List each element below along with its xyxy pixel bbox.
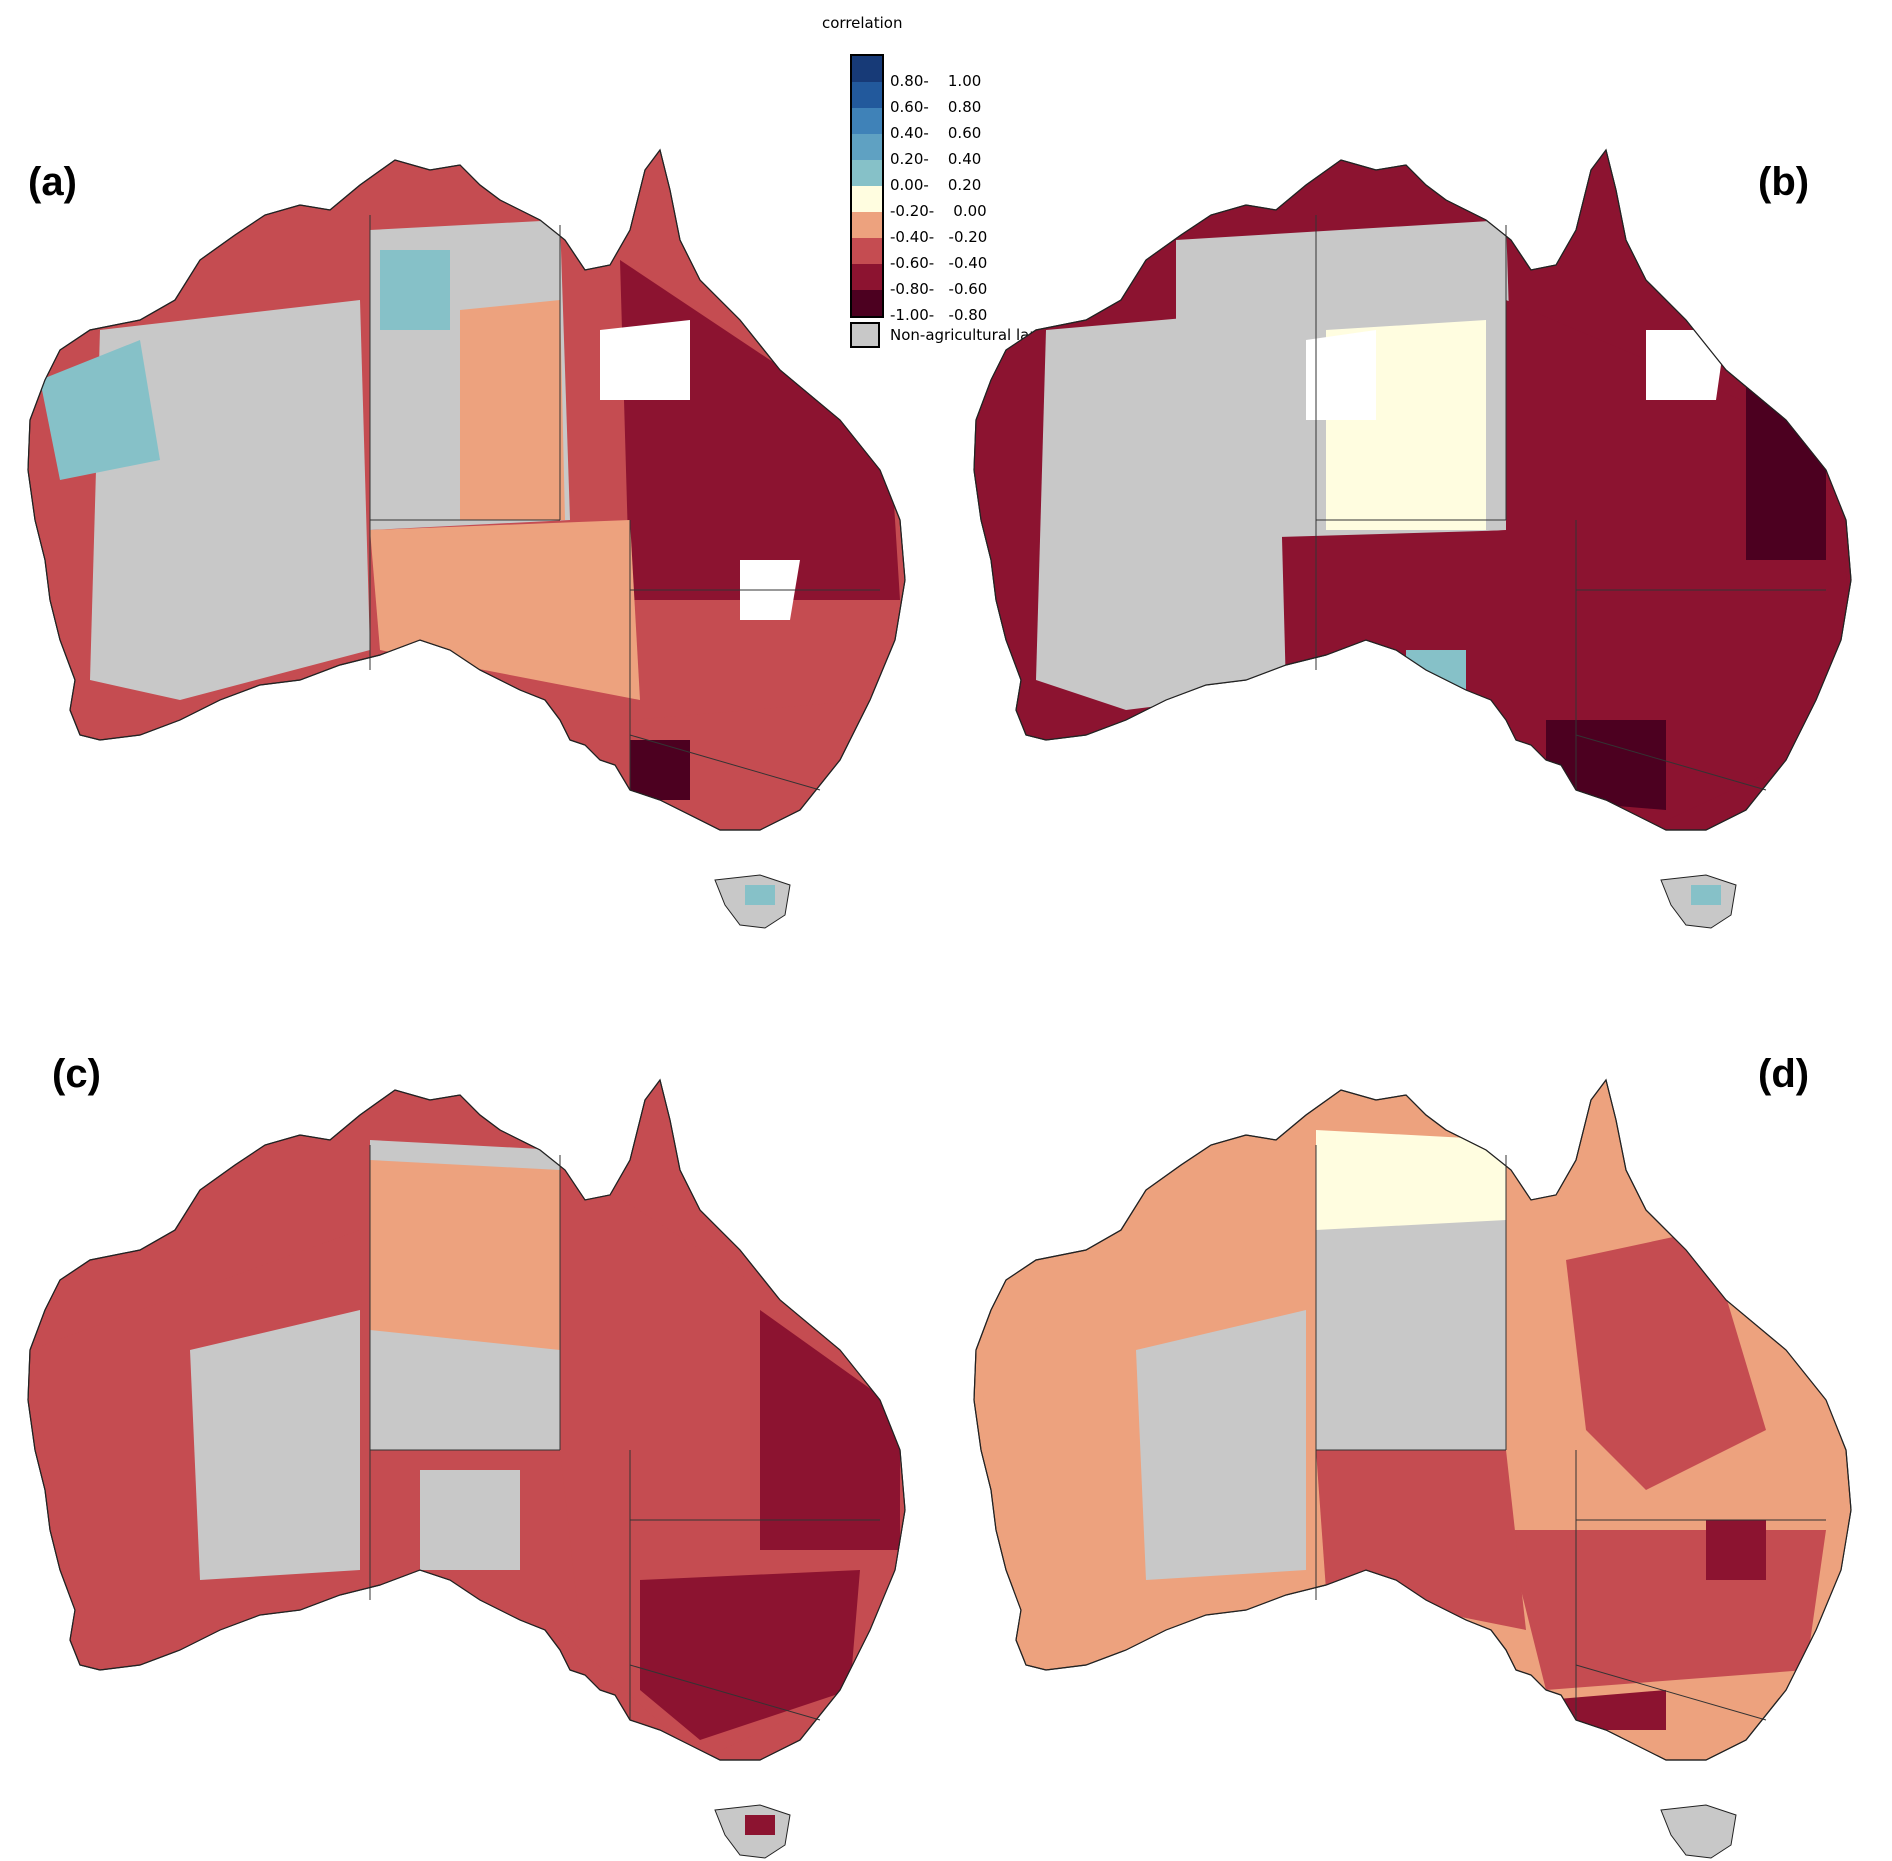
region-b-1	[1036, 310, 1286, 710]
region-c-6	[640, 1570, 860, 1740]
region-a-8	[600, 320, 690, 400]
region-layer-c	[30, 1140, 905, 1760]
legend-label-5: -0.20- 0.00	[890, 202, 987, 220]
legend-label-0: 0.80- 1.00	[890, 72, 982, 90]
legend-swatch-2	[852, 108, 882, 134]
legend-swatch-0	[852, 56, 882, 82]
australia-map-b	[973, 148, 1852, 929]
panel-label-b: (b)	[1758, 160, 1810, 204]
region-a-1	[90, 300, 370, 700]
legend-label-1: 0.60- 0.80	[890, 98, 982, 116]
legend-swatch-1	[852, 82, 882, 108]
region-d-3	[1316, 1130, 1506, 1230]
region-b-6	[1306, 330, 1376, 420]
legend-swatch-8	[852, 264, 882, 290]
legend-swatch-3	[852, 134, 882, 160]
state-borders-b	[1315, 215, 1826, 791]
coastline-a	[27, 148, 906, 831]
region-d-6	[1506, 1530, 1826, 1690]
region-c-8	[420, 1470, 520, 1570]
region-d-1	[1136, 1310, 1306, 1580]
map-panel-c: (c)	[0, 930, 946, 1860]
panel-label-a: (a)	[28, 160, 77, 204]
region-d-9	[1706, 1520, 1766, 1580]
region-a-6	[40, 340, 160, 480]
legend-swatch-7	[852, 238, 882, 264]
legend-label-3: 0.20- 0.40	[890, 150, 982, 168]
tasmania-region-a	[745, 885, 775, 905]
legend-label-2: 0.40- 0.60	[890, 124, 982, 142]
legend-swatch-nonag	[850, 322, 880, 348]
legend-label-8: -0.80- -0.60	[890, 280, 988, 298]
australia-map-d	[973, 1078, 1852, 1859]
panel-label-d: (d)	[1758, 1052, 1810, 1096]
legend-label-4: 0.00- 0.20	[890, 176, 982, 194]
region-a-2	[460, 300, 565, 520]
legend-swatch-6	[852, 212, 882, 238]
australia-map-c	[27, 1078, 906, 1859]
legend-colorbar	[850, 54, 884, 318]
region-layer-d	[976, 1130, 1851, 1760]
region-b-7	[1646, 330, 1726, 400]
legend-swatch-4	[852, 160, 882, 186]
region-layer-a	[40, 220, 900, 800]
region-c-1	[190, 1310, 360, 1580]
state-borders-c	[369, 1145, 880, 1721]
region-a-3	[620, 260, 900, 610]
state-borders-d	[1315, 1145, 1826, 1721]
region-d-5	[1566, 1230, 1766, 1490]
legend-swatch-9	[852, 290, 882, 316]
region-b-8	[1416, 330, 1476, 420]
region-b-5	[1546, 720, 1666, 810]
tasmania-region-d	[1691, 1815, 1721, 1835]
panel-label-c: (c)	[52, 1052, 101, 1096]
region-c-5	[760, 1310, 900, 1550]
region-d-7	[1316, 1450, 1526, 1630]
state-borders-a	[369, 215, 880, 791]
tasmania-region-c	[745, 1815, 775, 1835]
region-b-9	[1406, 650, 1466, 690]
map-panel-d: (d)	[946, 930, 1892, 1860]
tasmania-region-b	[1691, 885, 1721, 905]
correlation-legend: correlation 0.80- 1.00 0.60- 0.80 0.40- …	[820, 14, 1080, 354]
legend-title: correlation	[822, 14, 903, 32]
australia-map-a	[27, 148, 906, 929]
legend-label-7: -0.60- -0.40	[890, 254, 988, 272]
region-a-5	[370, 520, 640, 700]
legend-label-9: -1.00- -0.80	[890, 306, 988, 324]
region-c-3	[370, 1160, 560, 1350]
region-a-10	[630, 740, 690, 800]
region-b-4	[1746, 360, 1826, 560]
coastline-d	[973, 1078, 1852, 1761]
map-panel-b: (b)	[946, 0, 1892, 930]
map-panel-a: (a)	[0, 0, 946, 930]
legend-swatch-5	[852, 186, 882, 212]
coastline-b	[973, 148, 1852, 831]
legend-label-6: -0.40- -0.20	[890, 228, 988, 246]
region-a-7	[380, 250, 450, 330]
region-a-4	[630, 600, 900, 720]
coastline-c	[27, 1078, 906, 1761]
